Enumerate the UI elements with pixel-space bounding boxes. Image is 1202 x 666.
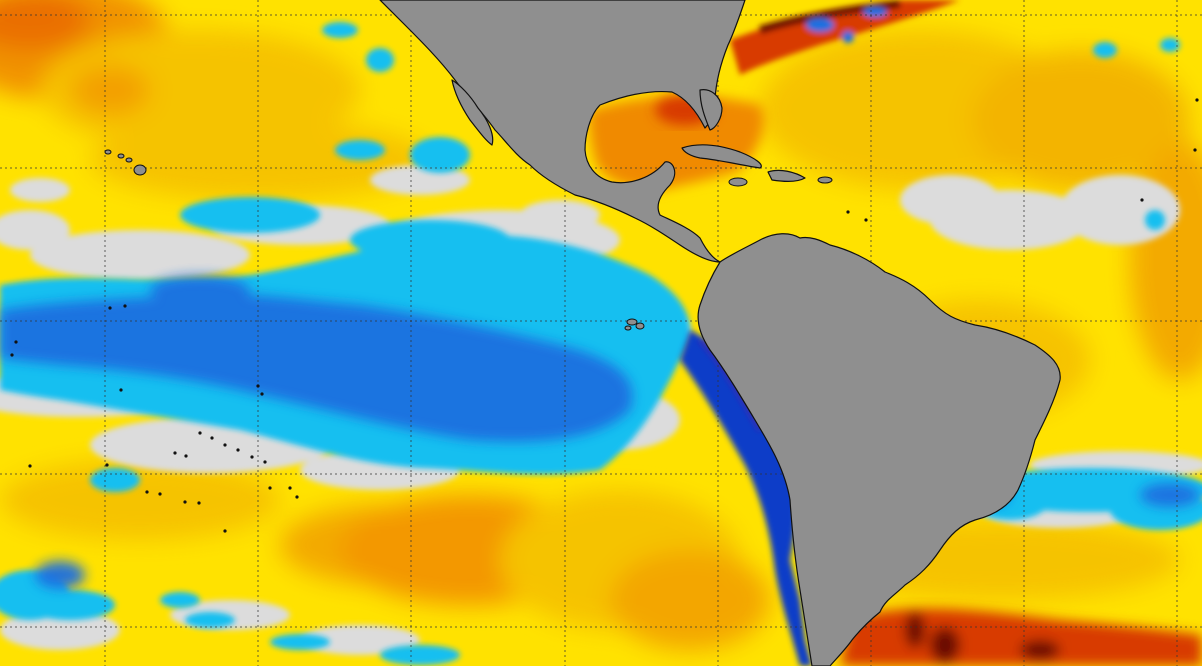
north-america — [379, 0, 746, 263]
florida — [699, 89, 723, 131]
land-masses — [104, 0, 1061, 666]
jamaica — [728, 177, 748, 187]
puerto-rico — [817, 176, 833, 184]
hispaniola — [767, 169, 806, 182]
galapagos-islands — [624, 318, 645, 331]
pacific-atolls — [10, 98, 1199, 533]
peru-upwelling — [680, 330, 812, 666]
hawaii-islands — [104, 149, 147, 176]
cuba — [681, 144, 762, 169]
baja-california — [451, 79, 494, 146]
south-america — [697, 233, 1061, 666]
